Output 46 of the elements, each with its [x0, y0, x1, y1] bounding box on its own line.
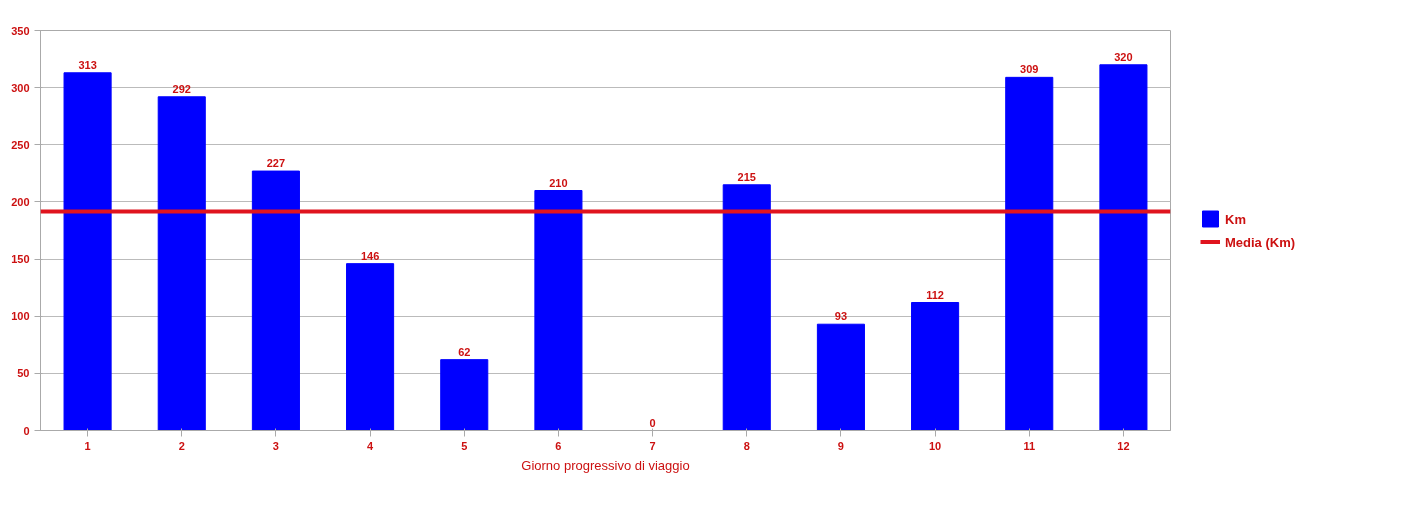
bar [534, 190, 583, 431]
x-tick-label: 1 [84, 439, 91, 452]
data-label: 292 [172, 82, 191, 95]
x-tick-label: 12 [1117, 439, 1130, 452]
legend-label: Media (Km) [1225, 234, 1296, 249]
y-tick-label: 50 [17, 367, 30, 380]
x-tick-label: 11 [1023, 439, 1036, 452]
x-tick-label: 8 [743, 439, 750, 452]
bar [816, 323, 865, 431]
bar [911, 302, 960, 431]
data-label: 313 [78, 58, 97, 71]
bar [722, 184, 771, 431]
y-tick-label: 300 [11, 81, 30, 94]
bar [251, 170, 300, 431]
data-label: 210 [549, 176, 568, 189]
bar [440, 359, 489, 431]
x-tick-label: 2 [178, 439, 185, 452]
x-tick-label: 3 [272, 439, 279, 452]
bar [1099, 64, 1148, 431]
y-tick-label: 200 [11, 195, 30, 208]
bar [1005, 76, 1054, 431]
data-label: 112 [926, 288, 944, 301]
data-label: 215 [737, 170, 756, 183]
data-label: 0 [649, 416, 656, 429]
data-label: 309 [1020, 63, 1039, 76]
legend-label: Km [1225, 211, 1246, 226]
x-tick-label: 6 [555, 439, 562, 452]
y-tick-label: 350 [11, 24, 30, 37]
bar [157, 96, 206, 431]
y-tick-label: 150 [11, 253, 30, 266]
x-tick-label: 10 [928, 439, 942, 452]
x-tick-label: 9 [837, 439, 844, 452]
y-tick-label: 250 [11, 138, 30, 151]
bar [346, 263, 395, 431]
x-axis-title: Giorno progressivo di viaggio [521, 457, 690, 473]
y-tick-label: 0 [23, 424, 30, 437]
x-tick-label: 7 [649, 439, 656, 452]
y-tick-label: 100 [11, 310, 30, 323]
data-label: 93 [834, 310, 848, 323]
bar [63, 72, 112, 431]
data-label: 227 [266, 157, 286, 170]
data-label: 320 [1114, 50, 1133, 63]
x-tick-label: 5 [461, 439, 468, 452]
x-tick-label: 4 [367, 439, 375, 452]
data-label: 146 [360, 249, 380, 262]
data-label: 62 [458, 345, 471, 358]
